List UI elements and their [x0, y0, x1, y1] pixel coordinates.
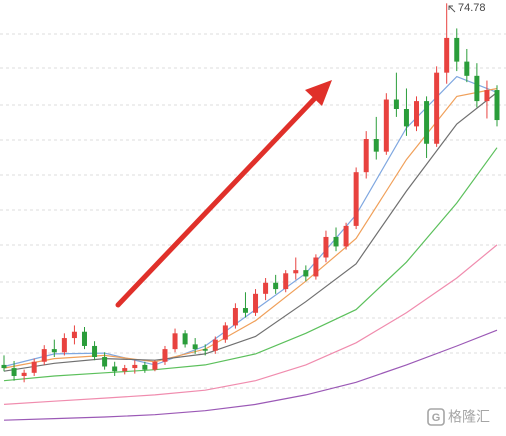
- candle-body: [21, 372, 27, 376]
- candles: [1, 3, 500, 383]
- annotation-pointer: [448, 5, 456, 13]
- watermark: G 格隆汇: [427, 408, 490, 426]
- candle-body: [283, 273, 289, 290]
- candle-body: [61, 338, 67, 353]
- candle-body: [474, 75, 480, 102]
- candle-body: [222, 325, 228, 340]
- candle-body: [81, 331, 87, 346]
- watermark-logo-letter: G: [432, 412, 441, 424]
- ma-line: [3, 329, 498, 421]
- candle-body: [51, 349, 57, 353]
- candle-body: [192, 344, 198, 350]
- ma-line: [3, 244, 498, 405]
- candle-body: [373, 139, 379, 152]
- candle-body: [172, 333, 178, 350]
- candle-body: [122, 368, 128, 372]
- candle-body: [1, 364, 7, 369]
- ma-line: [3, 147, 498, 382]
- candle-body: [212, 339, 218, 351]
- candle-body: [323, 236, 329, 258]
- candle-body: [343, 225, 349, 247]
- candle-body: [424, 101, 430, 144]
- arrow-shaft: [115, 92, 321, 308]
- trend-arrow: [115, 80, 332, 308]
- candle-body: [92, 345, 98, 358]
- candle-body: [71, 331, 77, 339]
- candle-body: [403, 109, 409, 127]
- candle-body: [152, 361, 158, 370]
- candle-body: [182, 333, 188, 345]
- candle-body: [263, 282, 269, 294]
- ma-line: [3, 87, 498, 369]
- candle-body: [11, 368, 17, 376]
- candle-body: [162, 349, 168, 362]
- candle-body: [333, 236, 339, 247]
- candle-body: [142, 364, 148, 370]
- candle-body: [484, 90, 490, 102]
- high-label: 74.78: [458, 2, 486, 14]
- arrow-head: [305, 80, 332, 106]
- candle-body: [494, 90, 500, 121]
- candle-body: [232, 308, 238, 326]
- high-annotation: 74.78: [448, 2, 486, 14]
- candle-body: [112, 366, 118, 372]
- candle-body: [31, 361, 37, 373]
- candle-body: [383, 99, 389, 152]
- watermark-logo: [427, 408, 445, 426]
- candle-body: [313, 257, 319, 277]
- candle-body: [464, 61, 470, 76]
- candle-body: [202, 349, 208, 351]
- candle-body: [132, 364, 138, 369]
- candle-body: [253, 293, 259, 313]
- candle-body: [393, 99, 399, 109]
- candle-body: [353, 172, 359, 226]
- candle-body: [454, 37, 460, 62]
- ma-lines: [3, 75, 498, 421]
- candle-body: [102, 357, 108, 367]
- candle-body: [293, 270, 299, 274]
- candle-body: [363, 139, 369, 173]
- candle-body: [303, 270, 309, 277]
- grid: [0, 33, 506, 389]
- annotation-pointer-head: [448, 5, 453, 10]
- candle-body: [444, 37, 450, 73]
- candle-body: [414, 101, 420, 127]
- watermark-text: 格隆汇: [448, 409, 490, 425]
- candle-body: [273, 282, 279, 290]
- candle-body: [41, 349, 47, 362]
- ma-line: [3, 91, 498, 372]
- candle-body: [434, 72, 440, 144]
- candle-body: [242, 308, 248, 313]
